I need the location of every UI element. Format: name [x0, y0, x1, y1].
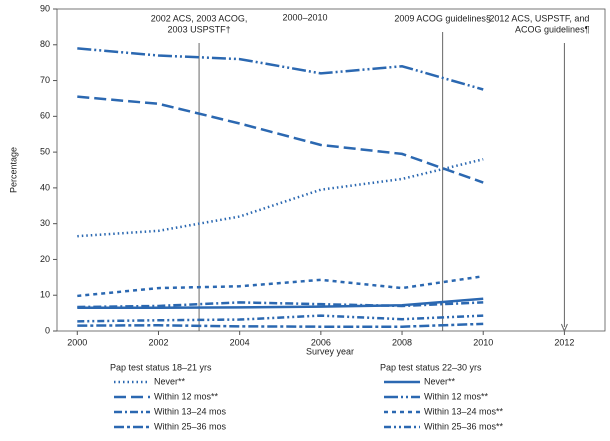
series-line [77, 275, 484, 298]
y-tick-label: 90 [40, 3, 50, 13]
y-tick-label: 50 [40, 146, 50, 156]
x-tick-label: 2012 [554, 337, 574, 347]
annotation-text: 2002 ACS, 2003 ACOG, [151, 13, 248, 23]
legend-label: Never** [424, 376, 456, 386]
annotation-text: 2012 ACS, USPSTF, and [489, 13, 589, 23]
series-line [77, 314, 484, 323]
legend-label: Within 12 mos** [424, 391, 489, 401]
period-label: 2000–2010 [282, 12, 327, 22]
legend-title: Pap test status 22–30 yrs [380, 362, 482, 372]
annotation-text: 2003 USPSTF† [168, 24, 231, 34]
y-tick-label: 10 [40, 290, 50, 300]
annotation-text: 2009 ACOG guidelines§ [394, 13, 491, 23]
plot-frame [56, 8, 606, 332]
y-tick-label: 0 [45, 325, 50, 335]
x-tick-label: 2010 [473, 337, 493, 347]
x-tick-label: 2008 [392, 337, 412, 347]
legend-label: Within 13–24 mos** [424, 406, 504, 416]
series-line [77, 158, 484, 238]
y-tick-label: 30 [40, 218, 50, 228]
legend-label: Within 13–24 mos [154, 406, 227, 416]
x-tick-label: 2000 [67, 337, 87, 347]
y-tick-label: 70 [40, 75, 50, 85]
series-line [77, 47, 484, 91]
legend-label: Within 12 mos** [154, 391, 219, 401]
x-axis-label: Survey year [306, 346, 354, 356]
y-tick-label: 20 [40, 254, 50, 264]
x-tick-label: 2002 [148, 337, 168, 347]
legend-label: Never** [154, 376, 186, 386]
annotation-text: ACOG guidelines¶ [515, 24, 590, 34]
annotation-arrow [560, 323, 568, 333]
x-tick-label: 2006 [311, 337, 331, 347]
legend-label: Within 25–36 mos** [424, 421, 504, 431]
legend-label: Within 25–36 mos [154, 421, 227, 431]
y-tick-label: 80 [40, 39, 50, 49]
x-tick-label: 2004 [230, 337, 250, 347]
series-line [77, 95, 484, 184]
y-axis-label: Percentage [8, 147, 18, 193]
series-line [77, 322, 484, 328]
legend-title: Pap test status 18–21 yrs [110, 362, 212, 372]
y-tick-label: 60 [40, 111, 50, 121]
y-tick-label: 40 [40, 182, 50, 192]
series-line [77, 297, 484, 309]
